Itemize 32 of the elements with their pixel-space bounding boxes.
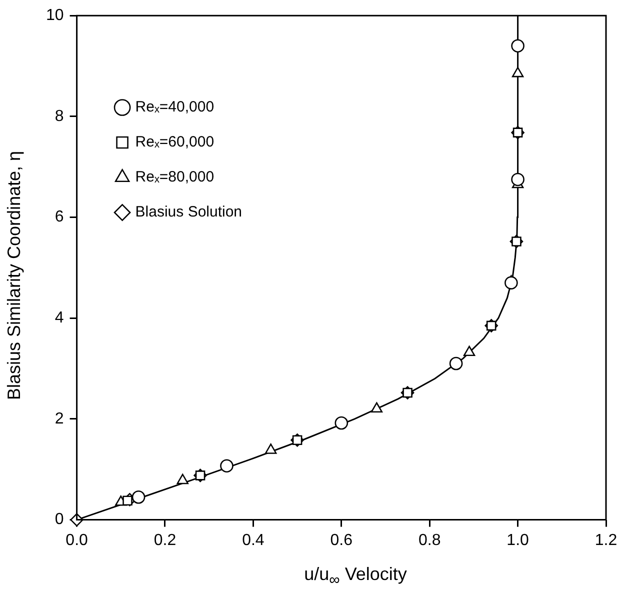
x-tick-label: 1.0 <box>506 532 530 549</box>
point <box>512 66 524 78</box>
y-tick-label: 2 <box>54 410 64 428</box>
y-tick-label: 8 <box>54 108 64 125</box>
legend-label: Reₓ=80,000 <box>135 168 214 186</box>
point <box>122 496 132 506</box>
y-tick-label: 10 <box>46 7 64 24</box>
y-tick-label: 4 <box>54 310 64 327</box>
point <box>264 444 277 454</box>
x-tick-label: 1.2 <box>594 532 618 549</box>
x-tick-label: 0.2 <box>154 532 176 549</box>
point <box>370 402 383 413</box>
point <box>220 459 234 472</box>
y-tick-label: 0 <box>54 511 64 528</box>
point <box>334 416 348 430</box>
point <box>463 346 476 356</box>
point <box>132 490 146 504</box>
x-axis-title: u/u$_{∞}$ Velocity <box>303 564 408 589</box>
x-tick-label: 0.4 <box>242 532 264 549</box>
point <box>449 356 463 370</box>
y-axis-title: Blasius Similarity Coordinate, η <box>4 150 26 400</box>
point <box>176 474 188 484</box>
x-tick-label: 0.6 <box>330 532 353 549</box>
y-tick-label: 6 <box>54 208 64 226</box>
legend-label: Reₓ=60,000 <box>135 134 214 151</box>
x-tick-label: 0.0 <box>66 532 88 549</box>
legend-label: Blasius Solution <box>135 204 242 221</box>
x-tick-label: 0.8 <box>418 532 441 549</box>
point <box>511 172 524 186</box>
point <box>511 39 524 52</box>
point <box>504 276 518 290</box>
legend-label: Reₓ=40,000 <box>135 98 214 116</box>
